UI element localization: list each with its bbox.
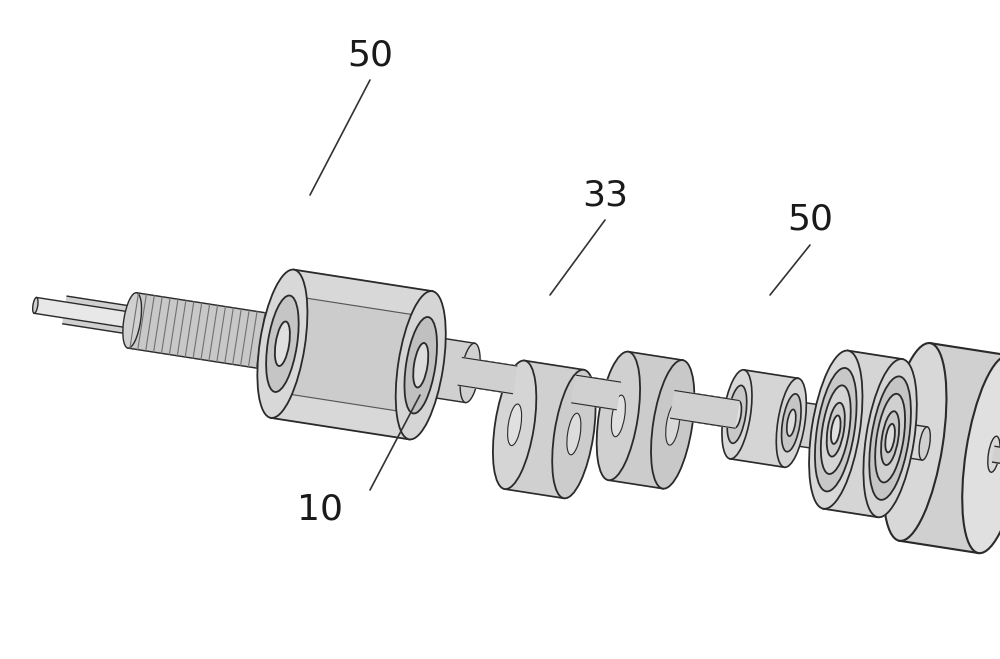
Ellipse shape	[827, 403, 845, 457]
Ellipse shape	[875, 394, 905, 482]
Ellipse shape	[787, 409, 796, 436]
Ellipse shape	[722, 370, 752, 459]
Polygon shape	[888, 422, 927, 460]
Polygon shape	[505, 360, 584, 498]
Polygon shape	[823, 351, 902, 517]
Text: 50: 50	[347, 38, 393, 72]
Ellipse shape	[413, 343, 428, 387]
Ellipse shape	[863, 359, 917, 517]
Ellipse shape	[962, 355, 1000, 553]
Polygon shape	[572, 375, 621, 410]
Ellipse shape	[885, 424, 895, 452]
Ellipse shape	[988, 436, 1000, 473]
Ellipse shape	[809, 351, 862, 509]
Polygon shape	[899, 343, 1000, 553]
Ellipse shape	[782, 394, 801, 451]
Ellipse shape	[266, 295, 299, 392]
Ellipse shape	[815, 368, 857, 492]
Polygon shape	[671, 391, 739, 428]
Polygon shape	[34, 297, 133, 328]
Ellipse shape	[611, 395, 625, 437]
Ellipse shape	[493, 360, 536, 489]
Ellipse shape	[460, 343, 480, 403]
Ellipse shape	[828, 408, 843, 451]
Ellipse shape	[881, 411, 899, 465]
Polygon shape	[271, 270, 432, 440]
Text: 33: 33	[582, 178, 628, 212]
Polygon shape	[788, 401, 839, 451]
Ellipse shape	[33, 297, 38, 313]
Ellipse shape	[257, 270, 307, 418]
Ellipse shape	[776, 378, 806, 467]
Text: 50: 50	[787, 203, 833, 237]
Ellipse shape	[567, 413, 581, 455]
Ellipse shape	[919, 427, 930, 460]
Ellipse shape	[396, 291, 446, 440]
Polygon shape	[458, 358, 517, 393]
Polygon shape	[608, 352, 683, 488]
Polygon shape	[275, 296, 428, 413]
Ellipse shape	[404, 317, 437, 413]
Ellipse shape	[727, 386, 747, 444]
Polygon shape	[730, 370, 798, 467]
Text: 10: 10	[297, 493, 343, 527]
Ellipse shape	[831, 415, 841, 444]
Polygon shape	[993, 446, 1000, 471]
Ellipse shape	[869, 376, 911, 500]
Ellipse shape	[732, 401, 741, 428]
Ellipse shape	[597, 352, 640, 480]
Ellipse shape	[883, 343, 946, 541]
Ellipse shape	[273, 316, 292, 372]
Ellipse shape	[666, 403, 680, 445]
Ellipse shape	[821, 386, 851, 474]
Ellipse shape	[275, 322, 290, 366]
Polygon shape	[128, 293, 287, 372]
Polygon shape	[416, 335, 475, 403]
Ellipse shape	[508, 404, 522, 445]
Ellipse shape	[552, 370, 596, 498]
Polygon shape	[63, 296, 877, 449]
Ellipse shape	[651, 360, 694, 489]
Ellipse shape	[123, 293, 142, 348]
